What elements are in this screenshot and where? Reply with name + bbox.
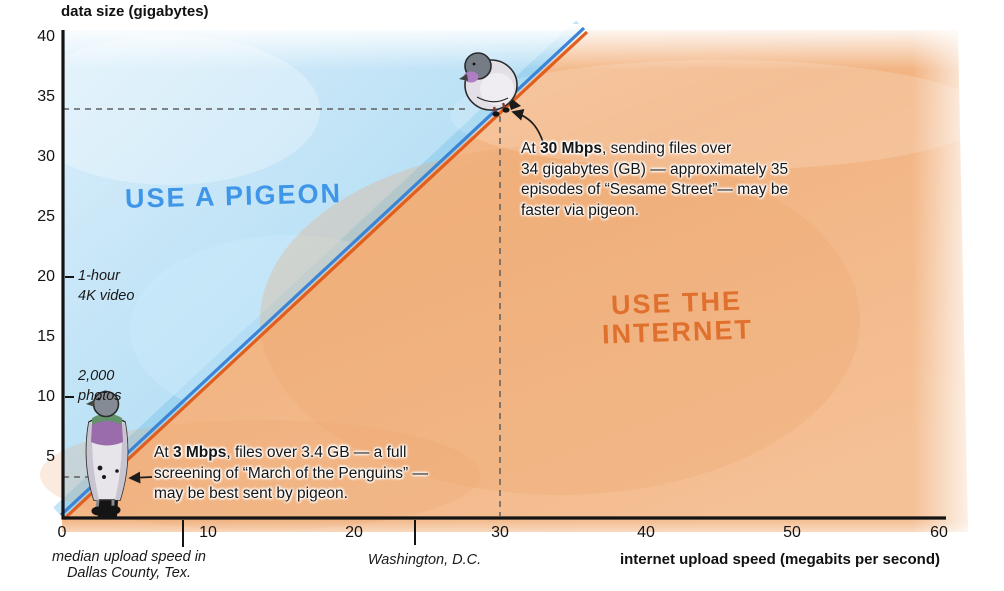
callout-30mbps-rest: , sending files over 34 gigabytes (GB) —… [521,140,789,219]
x-tick-label-10: 10 [199,524,217,541]
callout-30mbps-prefix: At [521,140,540,157]
x-tick-label-30: 30 [491,524,509,541]
region-label-use-a-pigeon: USE A PIGEON [124,178,343,214]
annotation-arrows [128,109,547,484]
wash-bottom-fade [0,521,1004,547]
y-ref-2000-photos: 2,000 photos [78,368,122,404]
wash-top-fade [58,24,1004,70]
x-axis-title: internet upload speed (megabits per seco… [619,551,940,568]
x-tick-label-40: 40 [637,524,655,541]
y-tick-label-20: 20 [37,268,55,285]
y-tick-label-40: 40 [37,28,55,45]
callout-30mbps: At 30 Mbps, sending files over 34 gigaby… [521,139,806,221]
region-label-use-the-internet: USE THE INTERNET [601,285,754,350]
callout-3mbps-bold: 3 Mbps [172,444,227,461]
dashed-guides [63,108,501,516]
x-tick-label-0: 0 [57,524,67,541]
pigeon-30mbps-icon [459,52,521,117]
callout-3mbps-rest: , files over 3.4 GB — a full screening o… [154,444,428,502]
axes [61,30,946,547]
y-tick-label-15: 15 [37,328,55,345]
y-tick-label-30: 30 [37,148,55,165]
pigeon-3mbps-icon [85,390,129,519]
x-tick-label-50: 50 [783,524,801,541]
y-axis-title: data size (gigabytes) [61,3,209,20]
x-tick-label-20: 20 [345,524,363,541]
callout-3mbps-prefix: At [154,444,173,461]
x-ref-washington-dc: Washington, D.C. [367,552,482,568]
y-ref-1hour-4k-video: 1-hour 4K video [78,268,135,304]
callout-30mbps-bold: 30 Mbps [539,140,602,157]
internet-region-wash [40,30,990,532]
x-tick-label-60: 60 [930,524,948,541]
y-tick-label-35: 35 [37,88,55,105]
x-ref-dallas-county: median upload speed in Dallas County, Te… [52,549,206,581]
y-tick-label-25: 25 [37,208,55,225]
y-tick-label-5: 5 [46,448,55,465]
callout-3mbps: At 3 Mbps, files over 3.4 GB — a full sc… [154,443,459,505]
wash-right-fade [912,24,1004,540]
arrow-to-30mbps-pigeon [511,109,547,153]
arrow-to-3mbps-pigeon [128,471,153,484]
y-tick-label-10: 10 [37,388,55,405]
